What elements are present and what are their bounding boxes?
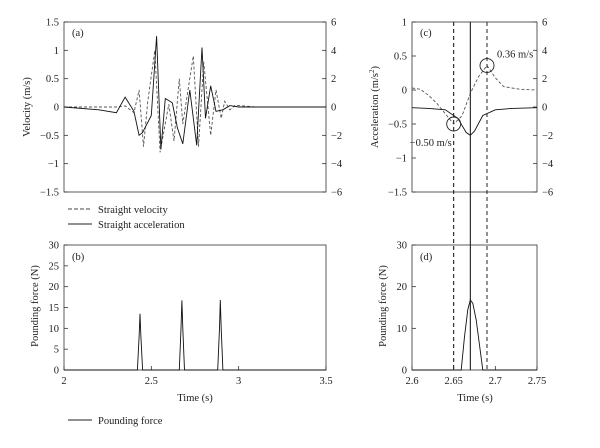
panel-a: (a) Velocity (m/s) 1.5 1 0.5 0 −0.5 −1 −1.5 6 4… (22, 18, 343, 232)
panel-b-xtick-label: 3.5 (319, 376, 332, 387)
panel-c-ytick-right-label: 2 (542, 74, 547, 85)
panel-d-ytick-label: 20 (397, 282, 408, 293)
panel-d-ytick-label: 10 (397, 324, 408, 335)
panel-a-ytick-right-label: −6 (331, 188, 342, 199)
panel-a-tag: (a) (72, 28, 84, 39)
panel-b-ytick-label: 5 (54, 345, 59, 356)
panel-c-ytick-right-label: −2 (542, 131, 553, 142)
panel-c-ylabel: Acceleration (m/s2) (368, 66, 381, 148)
panel-a-ytick-right-label: 6 (331, 18, 336, 29)
panel-c-ytick-label: −1.5 (388, 188, 407, 199)
series-line (64, 299, 326, 371)
series-line (63, 36, 326, 150)
panel-a-ytick-right-label: 2 (331, 74, 336, 85)
panel-d-tag: (d) (420, 252, 433, 263)
panel-a-ytick-label: 1.5 (46, 18, 59, 29)
panel-b-xtick-label: 2.5 (145, 376, 158, 387)
legend-label-pounding-force: Pounding force (98, 416, 163, 427)
panel-a-ytick-right-label: 0 (331, 103, 336, 114)
panel-b-xtick-label: 3 (236, 376, 241, 387)
panel-b-ytick-label: 15 (49, 303, 60, 314)
panel-c-ytick-label: −1 (396, 154, 407, 165)
panel-b-ytick-label: 10 (49, 324, 60, 335)
panel-d-xlabel: Time (s) (457, 393, 493, 404)
panel-b-ytick-label: 0 (54, 366, 59, 377)
legend-label-acceleration: Straight acceleration (98, 220, 185, 231)
panel-c: (c) Acceleration (m/s2) 10.50−0.5−1−1.5 … (368, 18, 554, 370)
panel-d-xtick-label: 2.6 (405, 376, 418, 387)
panel-a-ytick-label: 0.5 (46, 74, 59, 85)
annotation-label: −0.50 m/s (410, 138, 452, 149)
panel-c-ytick-right-label: 0 (542, 103, 547, 114)
panel-b-xtick-label: 2 (61, 376, 66, 387)
panel-a-ytick-label: −0.5 (40, 131, 59, 142)
panel-b: (b) Pounding force (N) 30 25 20 15 10 5 0 2 2.5… (30, 241, 333, 428)
legend-label-velocity: Straight velocity (98, 205, 168, 216)
panel-d-xtick-label: 2.7 (489, 376, 502, 387)
panel-c-ytick-right-label: 6 (542, 18, 547, 29)
panel-c-ytick-right-label: −4 (542, 159, 554, 170)
panel-c-ytick-right-label: −6 (542, 188, 553, 199)
panel-d-xtick-label: 2.75 (528, 376, 546, 387)
panel-d-ylabel: Pounding force (N) (378, 265, 389, 347)
panel-b-xticks: 2 2.5 3 3.5 (61, 366, 333, 387)
series-line (411, 107, 538, 136)
panel-d-ytick-label: 30 (397, 241, 408, 252)
panel-c-yticks-right: 6 4 2 0 −2 −4 −6 (533, 18, 554, 199)
panel-a-ytick-label: 0 (54, 103, 59, 114)
panel-b-xlabel: Time (s) (177, 393, 213, 404)
panel-a-ytick-right-label: −2 (331, 131, 342, 142)
series-line (412, 298, 537, 371)
panel-c-ytick-label: 0 (402, 86, 407, 97)
panel-b-axes (63, 244, 327, 371)
panel-b-ytick-label: 30 (49, 241, 60, 252)
panel-c-ytick-label: −0.5 (388, 120, 407, 131)
panel-d-xticks: 2.6 2.65 2.7 2.75 (405, 366, 546, 387)
series-line (411, 64, 538, 125)
panel-d-yticks: 30 20 10 0 (397, 241, 416, 377)
panel-a-yticks-right: 6 4 2 0 −2 −4 −6 (322, 18, 343, 199)
panel-c-ytick-label: 0.5 (394, 52, 407, 63)
panel-d-xtick-label: 2.65 (444, 376, 462, 387)
panel-a-plot (63, 36, 326, 153)
panel-c-ytick-label: 1 (402, 18, 407, 29)
annotation-label: 0.36 m/s (497, 50, 533, 61)
panel-a-ytick-right-label: −4 (331, 159, 343, 170)
panel-a-ytick-label: 1 (54, 46, 59, 57)
panel-a-ylabel: Velocity (m/s) (22, 77, 33, 137)
panel-b-ylabel: Pounding force (N) (30, 265, 41, 347)
panel-c-yticks: 1 0.5 0 −0.5 −1 −1.5 (388, 18, 416, 199)
panel-c-axes (411, 21, 538, 193)
panel-b-tag: (b) (72, 252, 85, 263)
panel-c-ytick-right-label: 4 (542, 46, 548, 57)
panel-b-ytick-label: 25 (49, 261, 60, 272)
series-line (64, 50, 326, 153)
panel-c-tag: (c) (420, 28, 432, 39)
panel-d-plot (412, 22, 537, 371)
panel-b-plot (64, 299, 326, 371)
panel-a-ytick-label: −1 (48, 159, 59, 170)
panel-b-legend: Pounding force (68, 416, 163, 427)
panel-a-ytick-label: −1.5 (40, 188, 59, 199)
panel-a-ytick-right-label: 4 (331, 46, 337, 57)
panel-b-yticks: 30 25 20 15 10 5 0 (49, 241, 68, 377)
panel-d-axes (411, 244, 538, 371)
panel-c-plot (411, 22, 538, 370)
panel-b-ytick-label: 20 (49, 282, 60, 293)
panel-d-ytick-label: 0 (402, 366, 407, 377)
panel-a-legend: Straight velocity Straight acceleration (68, 205, 185, 231)
